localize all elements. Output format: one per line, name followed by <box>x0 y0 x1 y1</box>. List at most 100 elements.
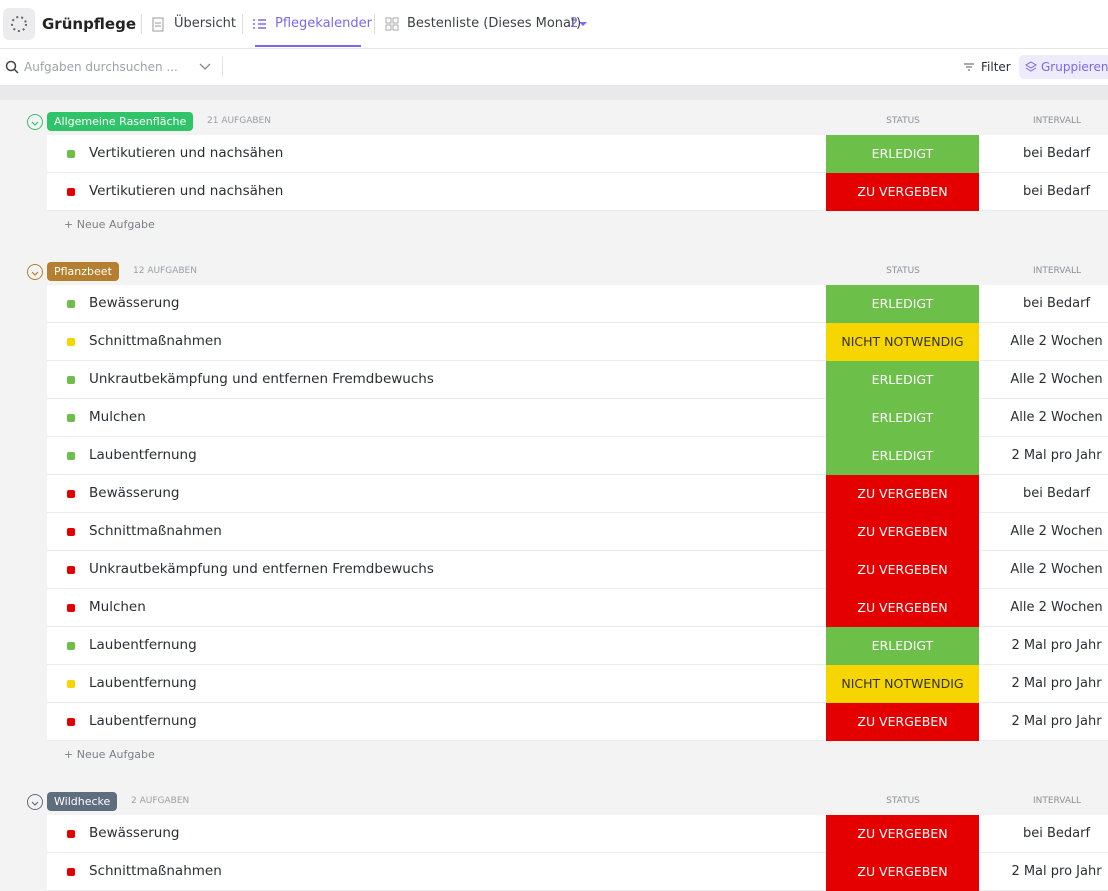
status-cell[interactable]: ERLEDIGT <box>826 285 979 323</box>
tab[interactable]: Bestenliste (Dieses Monat) <box>407 16 582 31</box>
group-by-button[interactable]: Gruppieren n <box>1019 55 1108 79</box>
group-tag[interactable]: Wildhecke <box>47 792 118 811</box>
status-dot <box>67 604 75 612</box>
column-header: STATUS <box>886 796 920 806</box>
separator <box>374 14 375 34</box>
chevron-icon <box>31 121 39 126</box>
task-name[interactable]: Mulchen <box>89 409 146 425</box>
status-cell[interactable]: ZU VERGEBEN <box>826 703 979 741</box>
status-dot <box>67 188 75 196</box>
list-top-band <box>0 86 1108 100</box>
task-row[interactable]: Vertikutieren und nachsähen ERLEDIGT bei B… <box>47 135 1108 173</box>
search-input[interactable]: Aufgaben durchsuchen ... <box>24 60 178 74</box>
task-name[interactable]: Schnittmaßnahmen <box>89 333 222 349</box>
tab[interactable]: Übersicht <box>174 16 236 31</box>
layers-icon <box>1025 61 1037 72</box>
tab-active[interactable]: Pflegekalender <box>275 16 372 31</box>
status-dot <box>67 338 75 346</box>
group-tag[interactable]: Allgemeine Rasenfläche <box>47 112 194 131</box>
status-cell[interactable]: ZU VERGEBEN <box>826 589 979 627</box>
filter-button[interactable]: Filter <box>981 60 1011 74</box>
collapse-toggle[interactable] <box>27 114 43 130</box>
task-name[interactable]: Bewässerung <box>89 825 180 841</box>
task-count: 2 AUFGABEN <box>131 796 190 806</box>
task-row[interactable]: Mulchen ERLEDIGT Alle 2 Wochen <box>47 399 1108 437</box>
task-row[interactable]: Laubentfernung ZU VERGEBEN 2 Mal pro Jahr <box>47 703 1108 741</box>
group-tag[interactable]: Pflanzbeet <box>47 262 119 281</box>
toolbar: Aufgaben durchsuchen ... Filter Gruppier… <box>0 49 1108 86</box>
task-row[interactable]: Laubentfernung ERLEDIGT 2 Mal pro Jahr <box>47 627 1108 665</box>
status-cell[interactable]: NICHT NOTWENDIG <box>826 665 979 703</box>
task-row[interactable]: Vertikutieren und nachsähen ZU VERGEBEN be… <box>47 173 1108 211</box>
status-dot <box>67 490 75 498</box>
status-dot <box>67 452 75 460</box>
space-title: Grünpflege <box>42 15 137 33</box>
status-cell[interactable]: ERLEDIGT <box>826 399 979 437</box>
status-cell[interactable]: ERLEDIGT <box>826 135 979 173</box>
more-views[interactable]: 2 <box>570 16 579 31</box>
interval-cell: Alle 2 Wochen <box>1010 600 1103 615</box>
separator <box>242 14 243 34</box>
status-cell[interactable]: ZU VERGEBEN <box>826 551 979 589</box>
interval-cell: bei Bedarf <box>1022 296 1091 311</box>
interval-cell: bei Bedarf <box>1022 184 1091 199</box>
status-dot <box>67 150 75 158</box>
task-name[interactable]: Bewässerung <box>89 295 180 311</box>
status-cell[interactable]: ZU VERGEBEN <box>826 815 979 853</box>
task-name[interactable]: Schnittmaßnahmen <box>89 523 222 539</box>
task-row[interactable]: Laubentfernung NICHT NOTWENDIG 2 Mal pro J… <box>47 665 1108 703</box>
task-row[interactable]: Laubentfernung ERLEDIGT 2 Mal pro Jahr <box>47 437 1108 475</box>
task-name[interactable]: Unkrautbekämpfung und entfernen Fremdbew… <box>89 371 434 387</box>
status-cell[interactable]: ZU VERGEBEN <box>826 853 979 891</box>
group-by-label: Gruppieren n <box>1041 60 1108 74</box>
task-name[interactable]: Laubentfernung <box>89 447 197 463</box>
task-row[interactable]: Mulchen ZU VERGEBEN Alle 2 Wochen <box>47 589 1108 627</box>
task-row[interactable]: Bewässerung ERLEDIGT bei Bedarf <box>47 285 1108 323</box>
task-name[interactable]: Bewässerung <box>89 485 180 501</box>
collapse-toggle[interactable] <box>27 794 43 810</box>
status-cell[interactable]: ZU VERGEBEN <box>826 513 979 551</box>
board-icon <box>385 17 399 31</box>
task-row[interactable]: Unkrautbekämpfung und entfernen Fremdbew… <box>47 361 1108 399</box>
search-icon <box>5 60 19 74</box>
column-header: INTERVALL <box>1032 796 1082 806</box>
spinner-icon <box>11 16 27 32</box>
task-name[interactable]: Laubentfernung <box>89 637 197 653</box>
task-count: 21 AUFGABEN <box>207 116 271 126</box>
active-underline <box>255 45 361 47</box>
task-row[interactable]: Bewässerung ZU VERGEBEN bei Bedarf <box>47 815 1108 853</box>
task-name[interactable]: Schnittmaßnahmen <box>89 863 222 879</box>
task-name[interactable]: Vertikutieren und nachsähen <box>89 183 284 199</box>
task-name[interactable]: Mulchen <box>89 599 146 615</box>
doc-icon <box>152 17 164 32</box>
interval-cell: bei Bedarf <box>1022 486 1091 501</box>
task-row[interactable]: Bewässerung ZU VERGEBEN bei Bedarf <box>47 475 1108 513</box>
collapse-toggle[interactable] <box>27 264 43 280</box>
task-row[interactable]: Schnittmaßnahmen NICHT NOTWENDIG Alle 2 Wo… <box>47 323 1108 361</box>
status-dot <box>67 868 75 876</box>
status-cell[interactable]: NICHT NOTWENDIG <box>826 323 979 361</box>
status-dot <box>67 680 75 688</box>
task-name[interactable]: Vertikutieren und nachsähen <box>89 145 284 161</box>
task-row[interactable]: Schnittmaßnahmen ZU VERGEBEN 2 Mal pro Jah… <box>47 853 1108 891</box>
task-name[interactable]: Laubentfernung <box>89 713 197 729</box>
status-cell[interactable]: ZU VERGEBEN <box>826 173 979 211</box>
add-task[interactable]: + Neue Aufgabe <box>64 748 155 761</box>
status-cell[interactable]: ZU VERGEBEN <box>826 475 979 513</box>
task-name[interactable]: Laubentfernung <box>89 675 197 691</box>
status-dot <box>67 414 75 422</box>
status-cell[interactable]: ERLEDIGT <box>826 627 979 665</box>
task-row[interactable]: Unkrautbekämpfung und entfernen Fremdbew… <box>47 551 1108 589</box>
status-dot <box>67 718 75 726</box>
interval-cell: bei Bedarf <box>1022 146 1091 161</box>
column-header: INTERVALL <box>1032 266 1082 276</box>
space-icon[interactable] <box>3 8 35 40</box>
list-icon <box>253 19 266 29</box>
task-row[interactable]: Schnittmaßnahmen ZU VERGEBEN Alle 2 Wochen <box>47 513 1108 551</box>
status-cell[interactable]: ERLEDIGT <box>826 437 979 475</box>
task-name[interactable]: Unkrautbekämpfung und entfernen Fremdbew… <box>89 561 434 577</box>
status-cell[interactable]: ERLEDIGT <box>826 361 979 399</box>
column-header: STATUS <box>886 116 920 126</box>
add-task[interactable]: + Neue Aufgabe <box>64 218 155 231</box>
